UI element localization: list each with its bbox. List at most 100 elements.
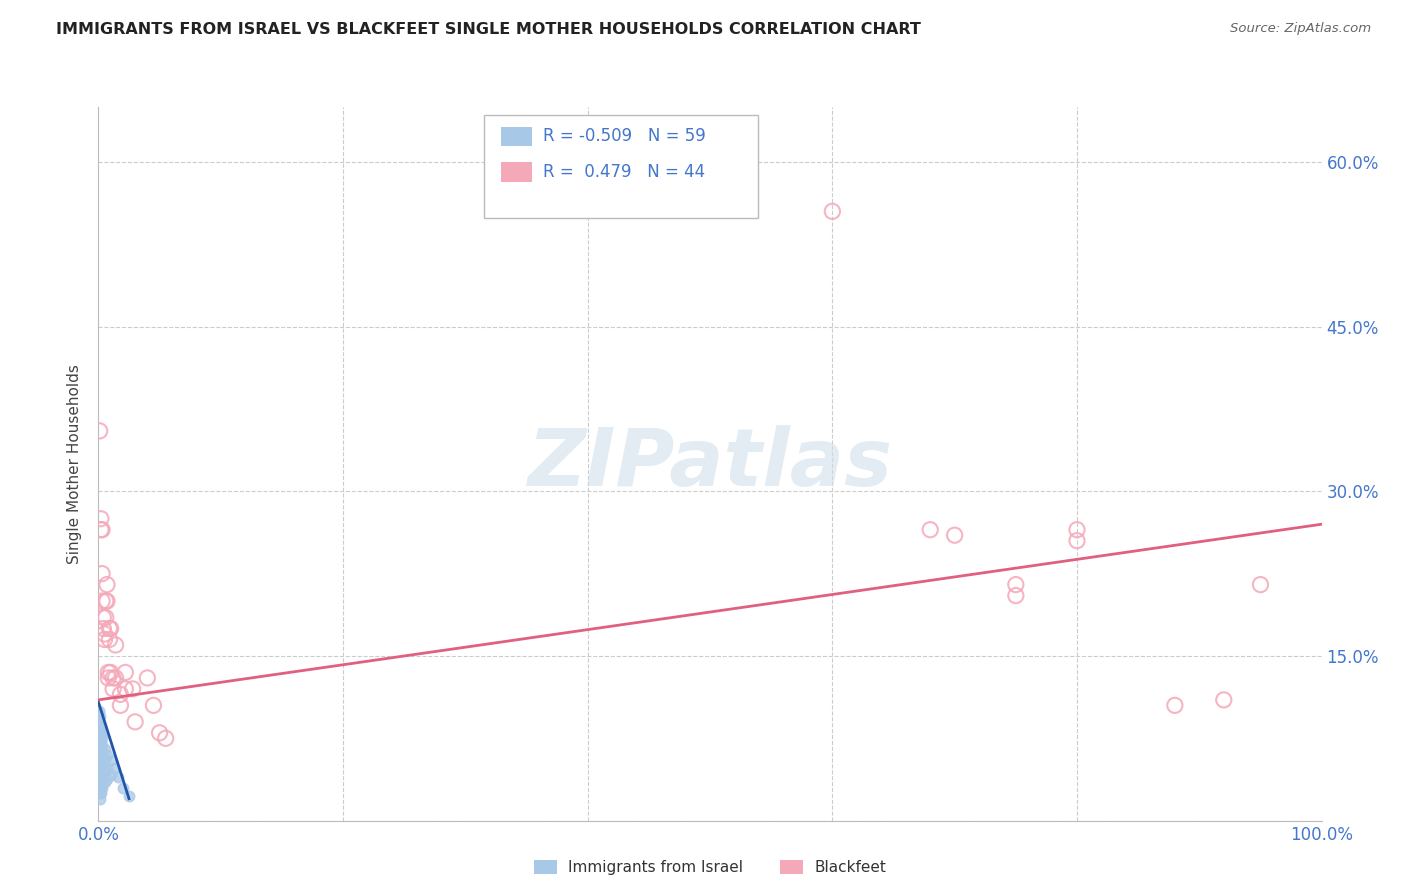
Point xyxy=(1164,698,1187,713)
Point xyxy=(1212,693,1234,707)
Point xyxy=(100,665,122,680)
Point xyxy=(89,770,111,784)
Point xyxy=(107,770,129,784)
Point xyxy=(87,758,110,772)
Point xyxy=(87,786,110,800)
Text: Source: ZipAtlas.com: Source: ZipAtlas.com xyxy=(1230,22,1371,36)
Point xyxy=(87,780,110,795)
Point xyxy=(96,761,118,775)
Point xyxy=(1004,589,1026,603)
Text: R =  0.479   N = 44: R = 0.479 N = 44 xyxy=(543,163,704,181)
Point xyxy=(91,756,114,771)
Point xyxy=(89,753,111,767)
Text: Blackfeet: Blackfeet xyxy=(814,860,886,874)
Point xyxy=(91,594,114,608)
Point xyxy=(87,742,110,756)
Point xyxy=(94,610,117,624)
Point xyxy=(89,791,111,805)
Point xyxy=(91,747,114,762)
Point xyxy=(87,775,110,789)
Point xyxy=(136,671,159,685)
Point xyxy=(96,577,118,591)
Point xyxy=(821,204,844,219)
Point xyxy=(121,681,143,696)
Point xyxy=(104,671,127,685)
Point xyxy=(103,761,125,775)
Point xyxy=(100,622,122,636)
Point xyxy=(89,758,111,772)
Text: Immigrants from Israel: Immigrants from Israel xyxy=(568,860,742,874)
Point xyxy=(114,681,136,696)
Point xyxy=(90,750,112,764)
Point xyxy=(93,632,115,647)
Point xyxy=(96,772,118,786)
Point xyxy=(89,742,111,756)
Point xyxy=(104,638,127,652)
Point xyxy=(91,780,114,795)
Y-axis label: Single Mother Households: Single Mother Households xyxy=(67,364,83,564)
Point xyxy=(114,665,136,680)
Point xyxy=(124,714,146,729)
Text: ZIPatlas: ZIPatlas xyxy=(527,425,893,503)
Point xyxy=(93,753,115,767)
Point xyxy=(1004,577,1026,591)
Point xyxy=(90,734,112,748)
Point xyxy=(91,772,114,786)
Point xyxy=(89,775,111,789)
Point xyxy=(90,742,112,756)
Point xyxy=(93,775,115,789)
Point xyxy=(1066,523,1088,537)
Point xyxy=(89,764,111,779)
Point xyxy=(91,523,114,537)
Point xyxy=(98,622,121,636)
Point xyxy=(91,610,114,624)
Point xyxy=(96,747,118,762)
Point xyxy=(89,720,111,734)
Point xyxy=(90,786,112,800)
Point xyxy=(87,753,110,767)
Point xyxy=(89,424,111,438)
Point xyxy=(87,731,110,746)
Point xyxy=(90,728,112,742)
Text: R = -0.509   N = 59: R = -0.509 N = 59 xyxy=(543,128,706,145)
Point xyxy=(98,632,121,647)
Point xyxy=(89,786,111,800)
Point xyxy=(110,698,132,713)
Point xyxy=(89,747,111,762)
Point xyxy=(142,698,165,713)
Point xyxy=(1249,577,1271,591)
Point xyxy=(97,665,120,680)
Point xyxy=(87,726,110,740)
Point xyxy=(89,731,111,746)
Point xyxy=(91,566,114,581)
Point xyxy=(91,731,114,746)
Point xyxy=(93,627,115,641)
Point xyxy=(93,764,115,779)
Point xyxy=(96,594,118,608)
Point xyxy=(91,622,114,636)
Point xyxy=(91,764,114,779)
Point xyxy=(149,726,172,740)
Point xyxy=(91,739,114,753)
Point xyxy=(87,704,110,718)
Point xyxy=(87,737,110,751)
Point xyxy=(89,737,111,751)
Point xyxy=(101,681,124,696)
Point xyxy=(89,780,111,795)
Point xyxy=(920,523,942,537)
Point xyxy=(90,756,112,771)
Point xyxy=(1066,533,1088,548)
Point xyxy=(118,789,141,804)
Point xyxy=(90,764,112,779)
Point xyxy=(90,523,112,537)
Point xyxy=(93,742,115,756)
Point xyxy=(97,671,120,685)
Point xyxy=(155,731,177,746)
Point xyxy=(100,767,122,781)
Point xyxy=(943,528,966,542)
Point xyxy=(89,709,111,723)
Point xyxy=(90,779,112,793)
Point xyxy=(90,512,112,526)
Point xyxy=(87,747,110,762)
Point xyxy=(90,772,112,786)
